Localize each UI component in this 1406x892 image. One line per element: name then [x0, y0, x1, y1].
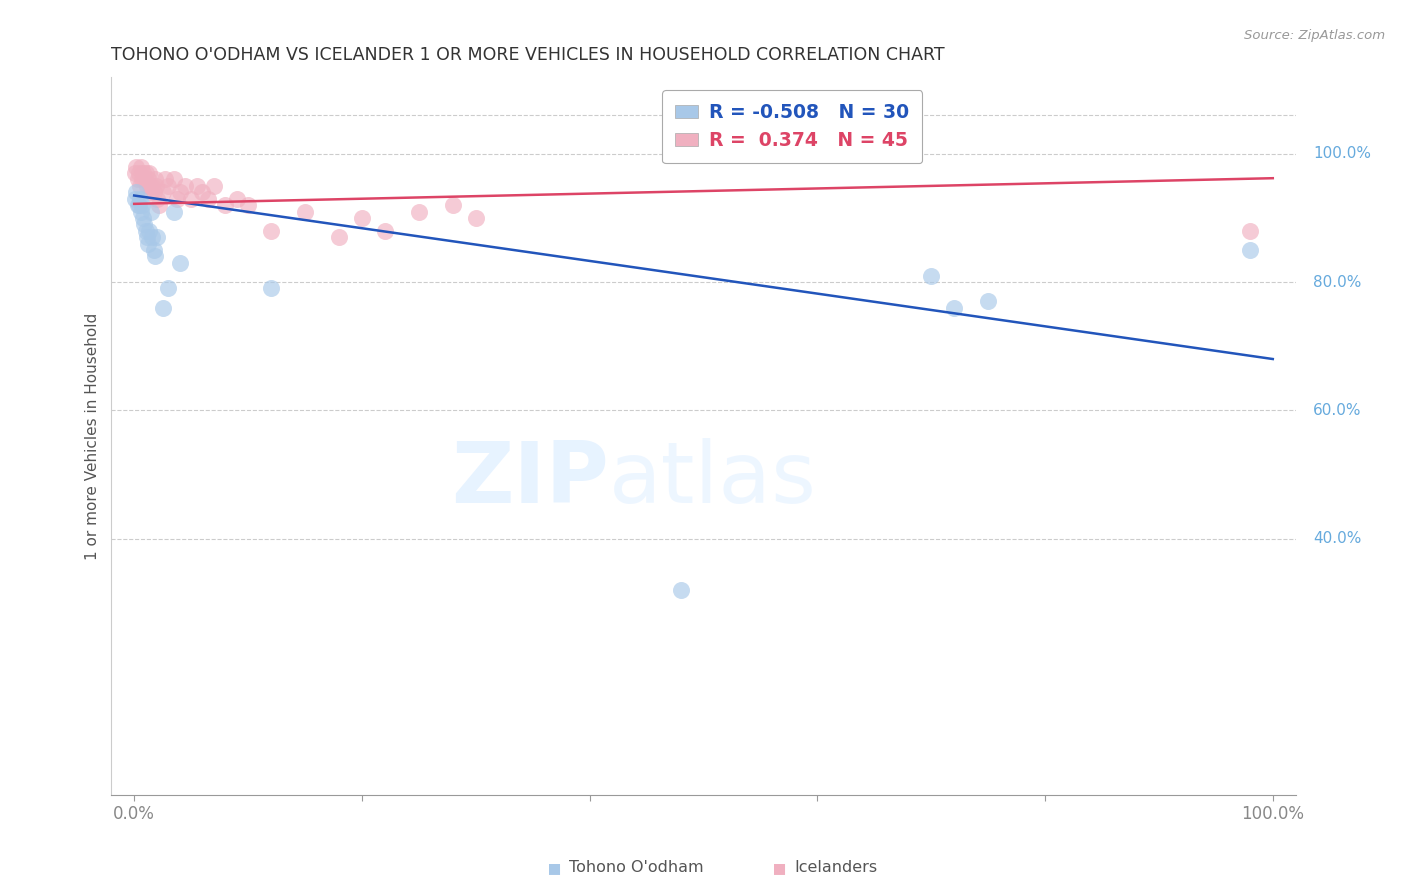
Point	[129, 160, 152, 174]
Text: TOHONO O'ODHAM VS ICELANDER 1 OR MORE VEHICLES IN HOUSEHOLD CORRELATION CHART: TOHONO O'ODHAM VS ICELANDER 1 OR MORE VE…	[111, 46, 945, 64]
Point	[135, 230, 157, 244]
Point	[148, 198, 170, 212]
Point	[1239, 243, 1261, 257]
Point	[135, 166, 157, 180]
Point	[157, 178, 180, 193]
Point	[125, 186, 148, 200]
Point	[128, 166, 150, 180]
Point	[166, 192, 188, 206]
Y-axis label: 1 or more Vehicles in Household: 1 or more Vehicles in Household	[86, 312, 100, 559]
Point	[163, 204, 186, 219]
Point	[157, 281, 180, 295]
Text: 100.0%: 100.0%	[1313, 146, 1371, 161]
Point	[127, 198, 149, 212]
Point	[143, 249, 166, 263]
Text: 40.0%: 40.0%	[1313, 531, 1361, 546]
Text: Source: ZipAtlas.com: Source: ZipAtlas.com	[1244, 29, 1385, 42]
Point	[136, 172, 159, 186]
Text: Icelanders: Icelanders	[794, 861, 877, 875]
Point	[125, 160, 148, 174]
Point	[131, 198, 153, 212]
Point	[169, 186, 191, 200]
Point	[920, 268, 942, 283]
Point	[132, 211, 155, 225]
Point	[128, 178, 150, 193]
Point	[174, 178, 197, 193]
Point	[132, 166, 155, 180]
Point	[146, 192, 169, 206]
Point	[669, 582, 692, 597]
Text: ▪: ▪	[772, 858, 787, 878]
Point	[138, 166, 160, 180]
Point	[153, 172, 176, 186]
Point	[441, 198, 464, 212]
Point	[128, 198, 150, 212]
Text: ▪: ▪	[547, 858, 562, 878]
Point	[830, 146, 852, 161]
Point	[225, 192, 247, 206]
Point	[146, 230, 169, 244]
Point	[1239, 224, 1261, 238]
Point	[180, 192, 202, 206]
Point	[294, 204, 316, 219]
Point	[142, 186, 165, 200]
Point	[135, 178, 157, 193]
Point	[124, 192, 146, 206]
Point	[141, 204, 163, 219]
Point	[135, 224, 157, 238]
Text: Tohono O'odham: Tohono O'odham	[569, 861, 704, 875]
Point	[129, 204, 152, 219]
Point	[138, 224, 160, 238]
Text: atlas: atlas	[609, 438, 817, 521]
Point	[142, 243, 165, 257]
Point	[260, 224, 283, 238]
Point	[139, 178, 162, 193]
Point	[128, 192, 150, 206]
Point	[350, 211, 373, 225]
Point	[141, 186, 163, 200]
Point	[143, 172, 166, 186]
Point	[186, 178, 208, 193]
Text: 80.0%: 80.0%	[1313, 275, 1361, 290]
Point	[124, 166, 146, 180]
Point	[202, 178, 225, 193]
Point	[943, 301, 966, 315]
Point	[141, 178, 163, 193]
Point	[863, 146, 886, 161]
Point	[236, 198, 259, 212]
Point	[136, 236, 159, 251]
Text: ZIP: ZIP	[451, 438, 609, 521]
Point	[464, 211, 486, 225]
Point	[131, 172, 153, 186]
Point	[141, 230, 163, 244]
Point	[214, 198, 236, 212]
Point	[197, 192, 219, 206]
Point	[163, 172, 186, 186]
Point	[977, 294, 1000, 309]
Point	[169, 256, 191, 270]
Point	[127, 172, 149, 186]
Point	[152, 301, 174, 315]
Point	[134, 218, 156, 232]
Text: 60.0%: 60.0%	[1313, 403, 1362, 417]
Point	[152, 186, 174, 200]
Point	[191, 186, 214, 200]
Point	[145, 178, 167, 193]
Point	[260, 281, 283, 295]
Legend: R = -0.508   N = 30, R =  0.374   N = 45: R = -0.508 N = 30, R = 0.374 N = 45	[662, 90, 922, 163]
Point	[134, 172, 156, 186]
Point	[328, 230, 350, 244]
Point	[374, 224, 396, 238]
Point	[408, 204, 430, 219]
